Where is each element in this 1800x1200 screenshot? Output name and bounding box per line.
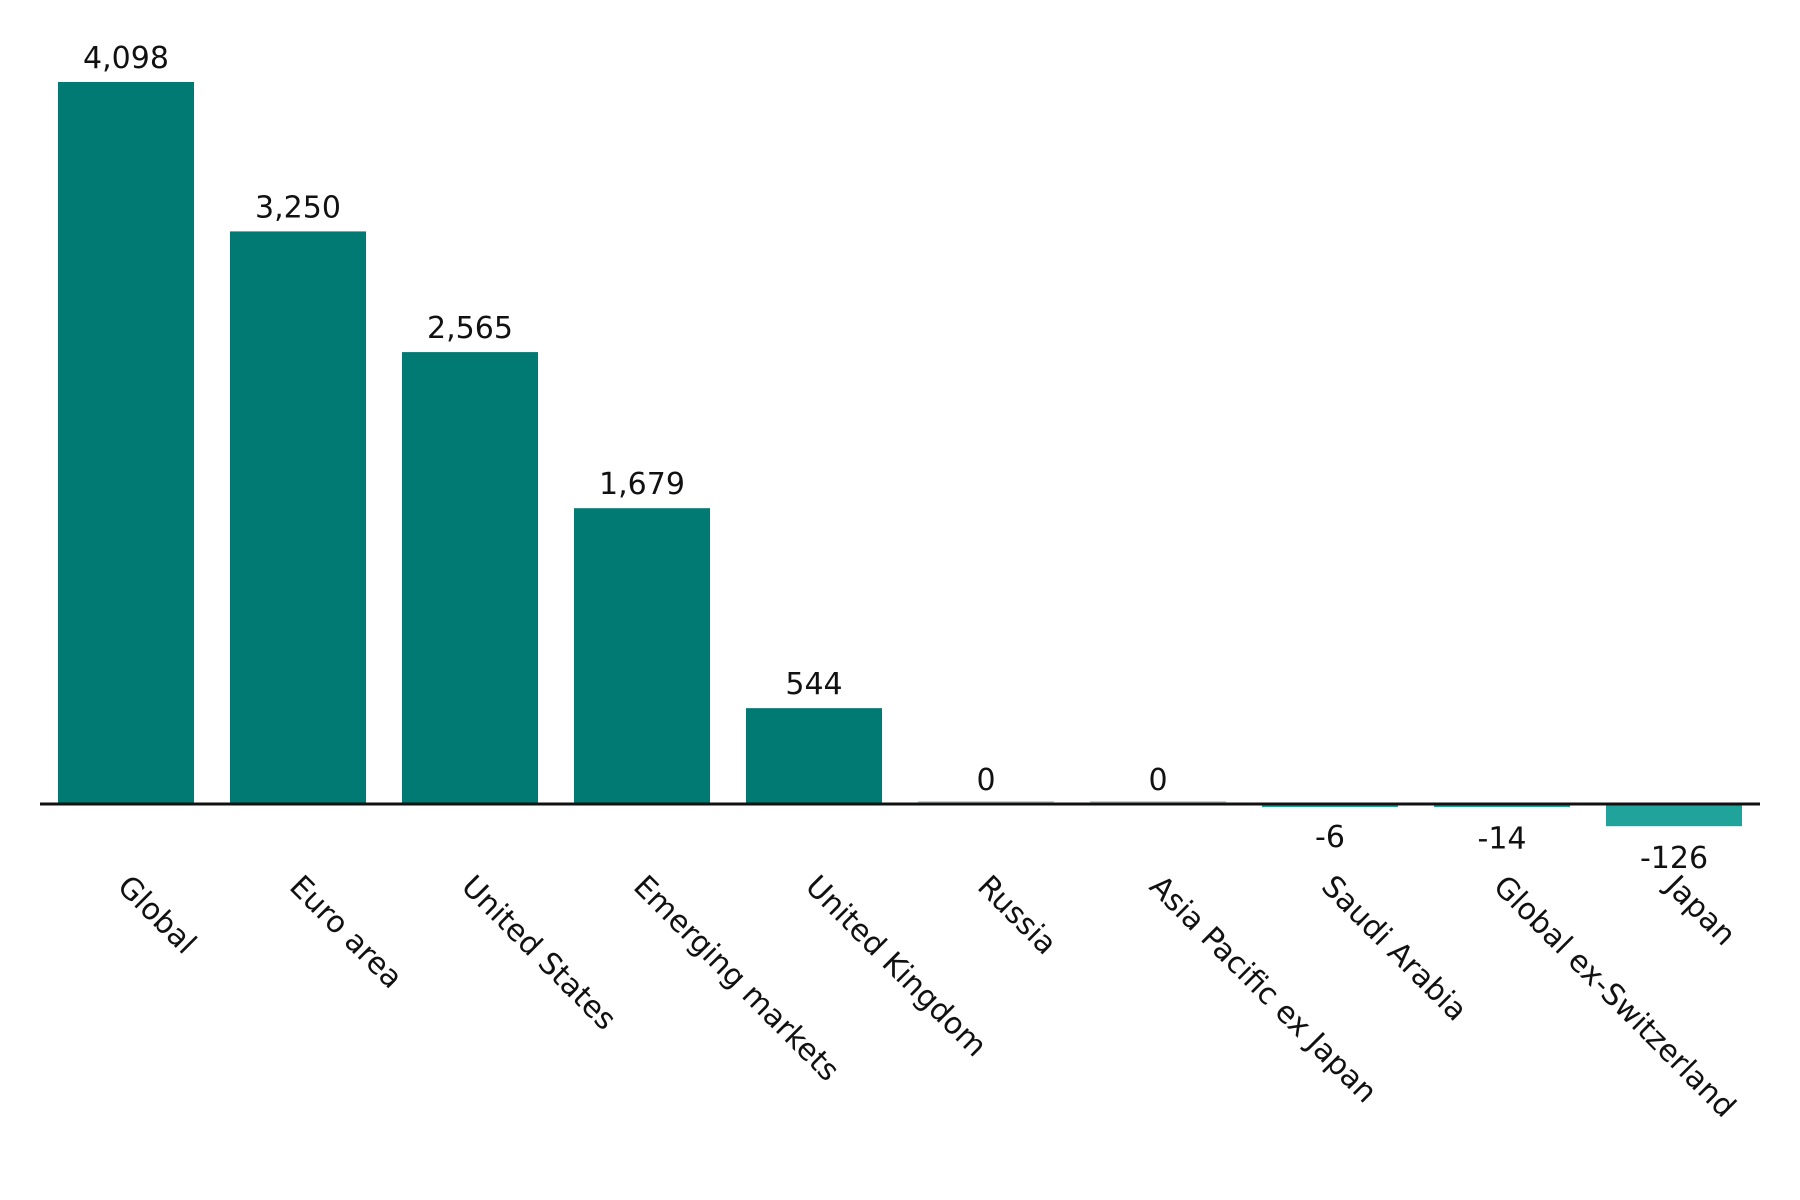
data-label: -6 — [1315, 820, 1345, 855]
category-label: Euro area — [282, 869, 409, 996]
data-label: -14 — [1478, 821, 1527, 856]
category-label: Global — [110, 869, 202, 961]
data-label: 2,565 — [427, 311, 513, 346]
bar — [230, 231, 366, 804]
data-label: -126 — [1640, 841, 1708, 876]
bar — [574, 508, 710, 804]
data-label: 3,250 — [255, 190, 341, 225]
category-label: Russia — [970, 869, 1063, 962]
bar — [402, 352, 538, 804]
data-label: 544 — [785, 667, 842, 702]
category-label: Japan — [1657, 867, 1742, 952]
category-label: United States — [454, 869, 622, 1037]
bar — [746, 708, 882, 804]
data-label: 0 — [976, 763, 995, 798]
category-label: Saudi Arabia — [1314, 869, 1473, 1028]
data-label: 0 — [1148, 763, 1167, 798]
bar — [58, 82, 194, 804]
category-label: United Kingdom — [798, 869, 993, 1064]
data-label: 4,098 — [83, 41, 169, 76]
data-label: 1,679 — [599, 467, 685, 502]
bar — [1606, 804, 1742, 827]
